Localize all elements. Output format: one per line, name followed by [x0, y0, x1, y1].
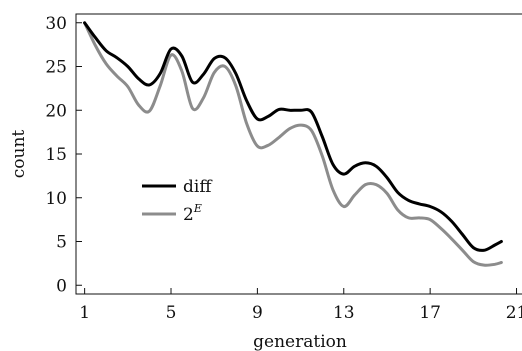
- y-axis: 0 5 10 15 20 25 30: [45, 14, 82, 296]
- x-tick-label: 17: [419, 303, 441, 323]
- series-line-diff: [83, 21, 503, 252]
- x-axis: 1 5 9 13 17 21: [79, 288, 522, 323]
- x-axis-label: generation: [253, 332, 347, 351]
- series-lines: [83, 21, 503, 267]
- plot-frame: [75, 13, 522, 295]
- y-tick-label: 15: [45, 145, 67, 165]
- x-tick-label: 1: [79, 303, 90, 323]
- y-tick-label: 30: [45, 14, 67, 34]
- x-tick-label: 21: [506, 303, 522, 323]
- x-tick-label: 9: [252, 303, 263, 323]
- y-axis-label: count: [9, 130, 29, 179]
- y-tick-label: 25: [45, 58, 67, 78]
- legend-label-diff-base: diff: [183, 177, 213, 197]
- legend-label-2e-base: 2: [183, 205, 194, 225]
- legend-label-diff: diff: [183, 177, 213, 197]
- legend-label-2e-superscript: E: [193, 202, 202, 215]
- legend: diff 2E: [142, 177, 213, 225]
- y-tick-label: 0: [56, 276, 67, 296]
- y-tick-label: 20: [45, 101, 67, 121]
- legend-label-2e: 2E: [183, 202, 202, 225]
- x-tick-label: 5: [166, 303, 177, 323]
- y-tick-label: 10: [45, 189, 67, 209]
- series-line-2e: [83, 21, 503, 267]
- x-tick-label: 13: [333, 303, 355, 323]
- y-tick-label: 5: [56, 233, 67, 253]
